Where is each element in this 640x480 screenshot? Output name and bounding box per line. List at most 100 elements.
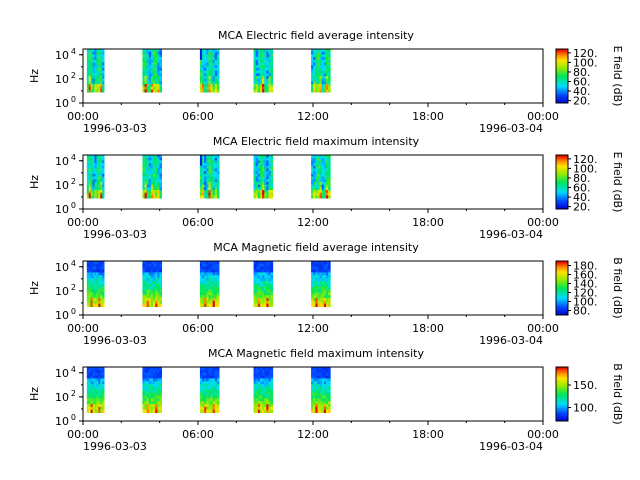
spectrogram-cell	[88, 298, 92, 302]
spectrogram-cell	[325, 280, 329, 285]
spectrogram-cell	[268, 165, 272, 169]
spectrogram-cell	[212, 298, 216, 302]
spectrogram-cell	[146, 67, 150, 71]
spectrogram-cell	[321, 171, 325, 175]
spectrogram-cell	[270, 300, 274, 305]
spectrogram-cell	[150, 176, 154, 180]
spectrogram-cell	[216, 81, 220, 85]
colorbar-frame	[555, 154, 569, 210]
spectrogram-cell	[257, 272, 261, 276]
spectrogram-cell	[214, 54, 218, 58]
spectrogram-cell	[325, 289, 329, 293]
spectrogram-cell	[150, 184, 154, 188]
spectrogram-cell	[142, 59, 145, 63]
spectrogram-cell	[208, 381, 211, 385]
spectrogram-cell	[150, 81, 154, 85]
spectrogram-cell	[94, 266, 97, 270]
spectrogram-cell	[311, 179, 314, 183]
spectrogram-cell	[270, 59, 274, 63]
spectrogram-cell	[92, 54, 95, 58]
spectrogram-cell	[150, 163, 154, 167]
spectrogram-cell	[150, 157, 154, 161]
spectrogram-cell	[102, 184, 105, 188]
spectrogram-cell	[264, 395, 267, 399]
spectrogram-cell	[148, 386, 152, 391]
spectrogram-cell	[146, 195, 150, 199]
spectrogram-cell	[259, 187, 263, 191]
spectrogram-cell	[102, 298, 105, 302]
colorbar-tick-label: 150.	[573, 379, 598, 392]
y-tick-exponent: 2	[71, 71, 76, 80]
spectrogram-cell	[313, 157, 316, 161]
spectrogram-cell	[323, 261, 327, 265]
spectrogram-cell	[268, 375, 272, 379]
spectrogram-cell	[255, 401, 259, 405]
spectrogram-cell	[216, 378, 220, 382]
spectrogram-cell	[323, 292, 327, 296]
spectrogram-cell	[262, 171, 265, 175]
spectrogram-cell	[98, 389, 101, 394]
spectrogram-cell	[148, 409, 152, 413]
spectrogram-cell	[325, 155, 329, 159]
spectrogram-cell	[100, 392, 103, 396]
spectrogram-cell	[144, 163, 148, 167]
spectrogram-cell	[311, 86, 314, 90]
spectrogram-cell	[270, 295, 274, 299]
spectrogram-cell	[90, 372, 93, 376]
spectrogram-cell	[153, 171, 156, 175]
spectrogram-cell	[268, 395, 272, 399]
colorbar-tick-label: 60.	[573, 181, 591, 194]
spectrogram-cell	[100, 406, 103, 411]
spectrogram-cell	[206, 86, 209, 90]
spectrogram-cell	[210, 275, 214, 279]
spectrogram-cell	[148, 392, 152, 396]
spectrogram-cell	[204, 57, 207, 61]
spectrogram-cell	[88, 384, 92, 388]
spectrogram-cell	[328, 51, 331, 55]
spectrogram-cell	[259, 195, 263, 199]
spectrogram-cell	[264, 295, 267, 299]
spectrogram-cell	[321, 187, 325, 191]
spectrogram-cell	[148, 292, 152, 296]
spectrogram-cell	[317, 192, 320, 196]
spectrogram-cell	[202, 187, 205, 191]
spectrogram-cell	[98, 67, 101, 71]
spectrogram-cell	[96, 298, 99, 302]
colorbar-segment	[556, 58, 568, 61]
spectrogram-cell	[323, 179, 327, 183]
spectrogram-cell	[325, 160, 329, 164]
spectrogram-cell	[94, 286, 97, 290]
spectrogram-cell	[319, 409, 323, 413]
spectrogram-cell	[315, 184, 318, 188]
spectrogram-cell	[159, 195, 162, 199]
y-tick-label: 10	[55, 179, 69, 192]
y-tick-exponent: 0	[71, 307, 76, 316]
spectrogram-cell	[264, 398, 267, 402]
spectrogram-cell	[323, 289, 327, 293]
spectrogram-cell	[155, 157, 158, 161]
spectrogram-cell	[88, 176, 92, 180]
colorbar-segment	[556, 85, 568, 88]
spectrogram-cell	[321, 179, 325, 183]
spectrogram-cell	[88, 367, 92, 371]
spectrogram-cell	[210, 381, 214, 385]
spectrogram-cell	[102, 295, 105, 299]
spectrogram-cell	[102, 263, 105, 268]
spectrogram-cell	[255, 168, 259, 172]
spectrogram-cell	[90, 187, 93, 191]
spectrogram-cell	[321, 303, 325, 307]
spectrogram-cell	[157, 157, 160, 161]
spectrogram-cell	[255, 184, 259, 188]
spectrogram-cell	[146, 187, 150, 191]
spectrogram-cell	[216, 75, 220, 80]
spectrogram-cell	[204, 190, 207, 194]
colorbar-segment	[556, 195, 568, 198]
date-end-label: 1996-03-04	[479, 122, 543, 135]
spectrogram-cell	[321, 176, 325, 180]
spectrogram-cell	[96, 195, 99, 199]
spectrogram-cell	[159, 375, 162, 379]
spectrogram-cell	[206, 168, 209, 172]
spectrogram-cell	[202, 369, 205, 374]
spectrogram-cell	[157, 179, 160, 183]
spectrogram-cell	[102, 286, 105, 290]
